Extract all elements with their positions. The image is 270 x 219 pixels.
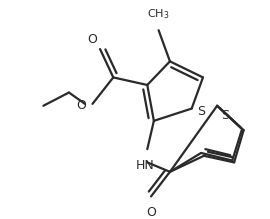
- Text: CH$_3$: CH$_3$: [147, 7, 170, 21]
- Text: O: O: [87, 33, 97, 46]
- Text: O: O: [146, 206, 156, 219]
- Text: HN: HN: [136, 159, 155, 172]
- Text: O: O: [76, 99, 86, 112]
- Text: S: S: [197, 105, 205, 118]
- Text: S: S: [221, 109, 229, 122]
